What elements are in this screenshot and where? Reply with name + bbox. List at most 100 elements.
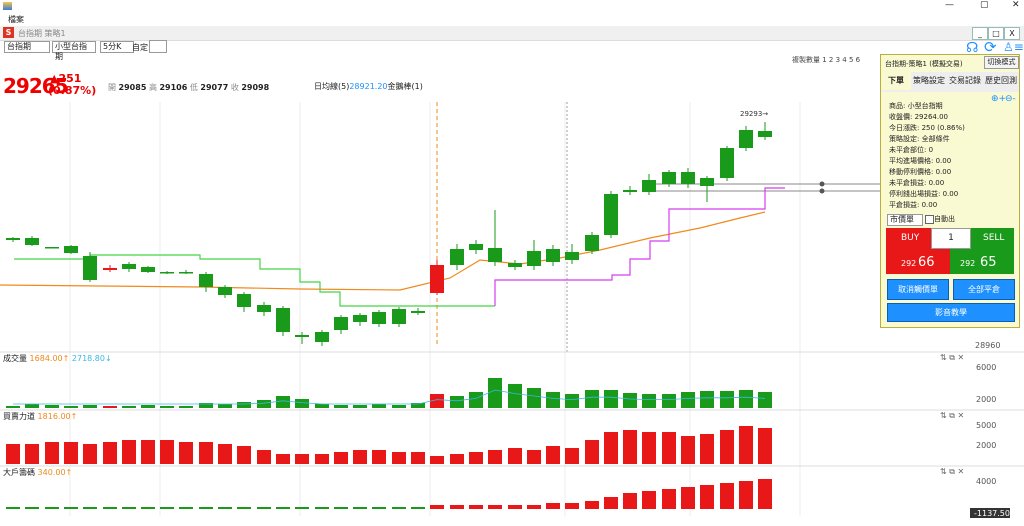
quote-change-pct: (0.87%)	[48, 84, 97, 97]
candle-body	[739, 130, 753, 148]
tab-trade-log[interactable]: 交易記錄	[949, 76, 981, 85]
volume-title: 成交量	[3, 354, 27, 363]
power-bar	[353, 450, 367, 464]
power-bar	[160, 440, 174, 464]
quote-change: ▲251	[50, 72, 82, 85]
symbol-select[interactable]: 台指期	[4, 41, 50, 53]
big-holder-bar	[218, 507, 232, 509]
big-pane-tools-icon[interactable]: ⇅ ⧉ ✕	[940, 467, 965, 476]
big-holder-bar	[720, 483, 734, 509]
candle-body	[430, 265, 444, 293]
trail-green-line	[14, 254, 495, 307]
toolbar: 台指期 小型台指期 5分K 自定:	[0, 40, 880, 61]
candle-body	[623, 190, 637, 192]
volume-bar	[411, 403, 425, 408]
panel-tabs: 下單 策略設定 交易記錄 歷史回測	[881, 72, 1019, 92]
menu-file[interactable]: 檔案	[8, 15, 24, 24]
zoom-out-icon[interactable]: ⊖-	[1005, 94, 1016, 104]
candle-body	[585, 235, 599, 251]
power-bar	[372, 450, 386, 464]
close-button[interactable]: ✕	[1012, 0, 1020, 10]
candle-body	[218, 287, 232, 295]
auto-exit-label: 自動出	[934, 215, 955, 223]
mini-close-button[interactable]: X	[1004, 27, 1020, 40]
signal-icon[interactable]: ☊	[966, 40, 979, 56]
close-all-button[interactable]: 全部平倉	[953, 279, 1015, 300]
candle-body	[315, 332, 329, 342]
minimize-button[interactable]: —	[945, 0, 954, 10]
auto-exit-checkbox[interactable]	[925, 215, 934, 224]
contract-select[interactable]: 小型台指期	[52, 41, 96, 61]
sell-label: SELL	[983, 233, 1005, 243]
tab-strategy[interactable]: 策略設定	[913, 76, 945, 85]
quantity-input[interactable]: 1	[931, 228, 971, 249]
power-pane-label: 買賣力道 1816.00↑	[3, 411, 77, 422]
user-list-icon[interactable]: ♙≡	[1003, 40, 1024, 54]
period-select[interactable]: 5分K	[100, 41, 134, 53]
price-level-handle[interactable]	[819, 181, 825, 187]
volume-bar	[122, 406, 136, 408]
mini-minimize-button[interactable]: _	[972, 27, 988, 40]
switch-mode-button[interactable]: 切換模式	[984, 56, 1019, 69]
volume-bar	[585, 390, 599, 408]
volume-bar	[295, 399, 309, 408]
big-tick: 4000	[976, 477, 996, 486]
custom-input[interactable]	[149, 40, 167, 53]
mini-maximize-button[interactable]: □	[988, 27, 1004, 40]
trail-magenta-line	[494, 187, 785, 306]
ma-suffix: 金鵝棒(1)	[387, 82, 423, 91]
volume-bar	[315, 404, 329, 408]
big-holder-bar	[585, 501, 599, 509]
big-holder-bar	[64, 507, 78, 509]
tab-backtest[interactable]: 歷史回測	[985, 76, 1017, 85]
power-value: 1816.00↑	[37, 412, 78, 421]
video-tutorial-button[interactable]: 影音教學	[887, 303, 1015, 322]
ma-label: 日均線(5)	[314, 82, 350, 91]
price-level-handle[interactable]	[819, 188, 825, 194]
chart-window-label: 台指期 策略1	[18, 29, 66, 38]
cancel-trigger-button[interactable]: 取消觸價單	[887, 279, 949, 300]
bottom-value-box	[970, 508, 1010, 518]
refresh-icon[interactable]: ⟳	[984, 38, 997, 56]
open-label: 開	[108, 83, 116, 92]
candle-body	[122, 264, 136, 269]
buy-price-main: 292	[901, 259, 917, 268]
volume-bar	[623, 393, 637, 408]
power-bar	[122, 440, 136, 464]
volume-bar	[25, 404, 39, 408]
order-type-select[interactable]: 市價單	[887, 214, 923, 226]
big-holder-bar	[237, 507, 251, 509]
candle-body	[25, 238, 39, 245]
power-bar	[527, 450, 541, 464]
big-holder-bar	[6, 507, 20, 509]
bottom-value: -1137.50	[974, 509, 1010, 518]
power-tick: 2000	[976, 441, 996, 450]
big-holder-bar	[160, 507, 174, 509]
volume-bar	[642, 394, 656, 408]
maximize-button[interactable]: ▢	[980, 0, 989, 10]
volume-bar	[469, 392, 483, 408]
candle-body	[276, 308, 290, 332]
ma-row: 日均線(5)28921.20金鵝棒(1)	[314, 81, 423, 92]
big-holder-bar	[103, 507, 117, 509]
power-pane-tools-icon[interactable]: ⇅ ⧉ ✕	[940, 411, 965, 420]
volume-pane-label: 成交量 1684.00↑ 2718.80↓	[3, 353, 112, 364]
power-bar	[739, 426, 753, 464]
volume-bar	[700, 391, 714, 408]
volume-value-1: 1684.00↑	[29, 354, 70, 363]
big-holder-bar	[25, 507, 39, 509]
info-item: 平均進場價格: 0.00	[889, 157, 952, 165]
big-holder-bar	[450, 505, 464, 509]
power-bar	[64, 442, 78, 464]
candle-body	[103, 268, 117, 270]
power-bar	[257, 450, 271, 464]
info-item: 收盤價: 29264.00	[889, 113, 948, 121]
tab-order[interactable]: 下單	[881, 72, 911, 90]
zoom-in-icon[interactable]: ⊕+	[991, 94, 1007, 104]
low-value: 29077	[200, 83, 229, 92]
volume-pane-tools-icon[interactable]: ⇅ ⧉ ✕	[940, 353, 965, 362]
volume-bar	[160, 406, 174, 408]
power-bar	[334, 452, 348, 464]
big-holder-bar	[546, 503, 560, 509]
power-bar	[720, 430, 734, 464]
